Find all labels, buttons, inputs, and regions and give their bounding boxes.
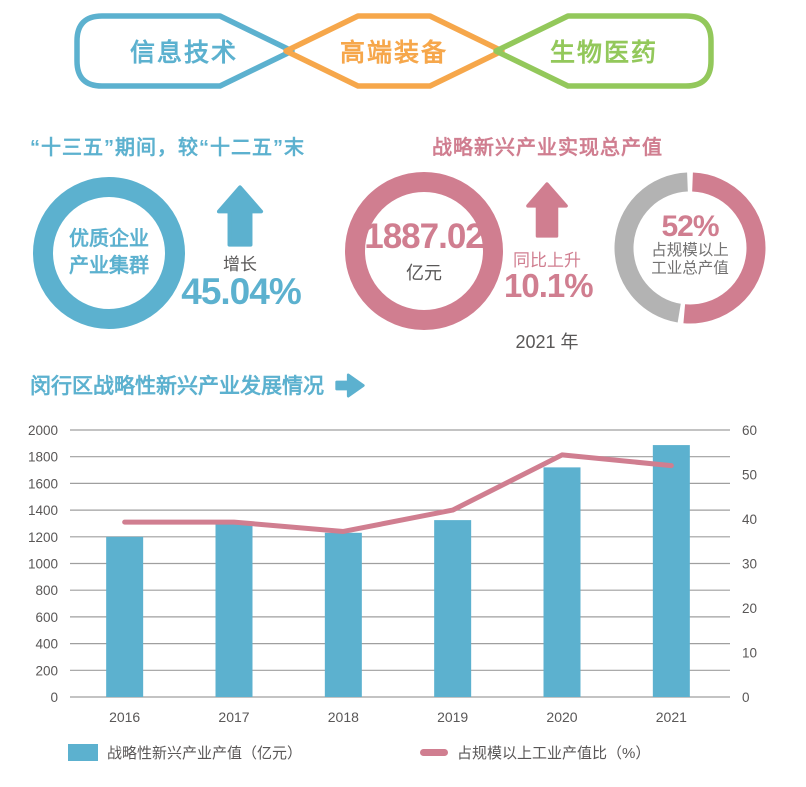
right-axis-tick-label: 50 bbox=[742, 468, 757, 483]
bar-2018 bbox=[324, 532, 362, 697]
right-arrow-icon bbox=[335, 373, 365, 397]
bar-2021 bbox=[652, 445, 690, 697]
right-axis-tick-label: 30 bbox=[742, 557, 757, 572]
share-arc-gray bbox=[614, 172, 689, 323]
legend-label: 战略性新兴产业产值（亿元） bbox=[107, 745, 303, 762]
badge-label: 生物医药 bbox=[549, 39, 658, 67]
chart-svg: 0 200 400 600 800 1000 1200 1400 1600 1800 2000 0 10… bbox=[28, 423, 757, 725]
left-axis-tick-label: 800 bbox=[35, 583, 58, 598]
badge-label: 高端装备 bbox=[339, 39, 448, 67]
badge-biomedicine: 生物医药 bbox=[492, 12, 716, 90]
left-axis-tick-label: 0 bbox=[50, 690, 58, 705]
chart-title-row: 闵行区战略性新兴产业发展情况 bbox=[30, 370, 366, 400]
x-axis-label: 2021 bbox=[656, 709, 687, 725]
line-series bbox=[122, 452, 674, 534]
blue-donut-line1: 优质企业 bbox=[69, 228, 149, 250]
line-swatch-icon bbox=[420, 749, 448, 756]
left-axis-tick-label: 1800 bbox=[28, 450, 58, 465]
bar-2017 bbox=[215, 524, 253, 697]
badge-label: 信息技术 bbox=[129, 39, 238, 67]
output-section-title: 战略新兴产业实现总产值 bbox=[432, 137, 663, 159]
growth-label: 增长 bbox=[223, 255, 257, 274]
yoy-value: 10.1% bbox=[504, 267, 594, 304]
legend-item-line: 占规模以上工业产值比（%） bbox=[420, 742, 650, 763]
hexagon-both-pointed-icon bbox=[283, 13, 505, 89]
legend-item-bar: 战略性新兴产业产值（亿元） bbox=[68, 742, 302, 763]
x-axis-label: 2019 bbox=[437, 709, 468, 725]
right-axis-tick-label: 60 bbox=[742, 423, 757, 438]
blue-donut-line2: 产业集群 bbox=[69, 255, 149, 277]
growth-value: 45.04% bbox=[181, 271, 302, 312]
blue-donut-caption: 优质企业 产业集群 bbox=[33, 177, 185, 329]
share-line2: 工业总产值 bbox=[651, 260, 729, 277]
badge-information-technology: 信息技术 bbox=[72, 12, 296, 90]
blue-ring-icon bbox=[33, 177, 185, 329]
output-donut-caption: 1887.02 亿元 bbox=[345, 172, 503, 330]
left-axis-tick-label: 1200 bbox=[28, 530, 58, 545]
x-axis-label: 2018 bbox=[328, 709, 359, 725]
share-donut-caption: 52% 占规模以上 工业总产值 bbox=[614, 172, 766, 324]
bar-swatch-icon bbox=[68, 744, 98, 761]
left-axis-tick-label: 200 bbox=[35, 663, 58, 678]
up-arrow-icon bbox=[526, 182, 568, 238]
share-donut-icon bbox=[614, 172, 766, 324]
pink-ring-icon bbox=[345, 172, 503, 330]
year-label: 2021 年 bbox=[515, 332, 579, 352]
left-axis-tick-label: 2000 bbox=[28, 423, 58, 438]
x-axis-label: 2016 bbox=[109, 709, 140, 725]
left-axis-tick-label: 1400 bbox=[28, 503, 58, 518]
right-axis-tick-label: 40 bbox=[742, 512, 757, 527]
output-value: 1887.02 bbox=[364, 217, 485, 256]
badge-high-end-equipment: 高端装备 bbox=[282, 12, 506, 90]
hexagon-right-rounded-icon bbox=[493, 13, 714, 89]
bar-2020 bbox=[543, 467, 581, 697]
yoy-label: 同比上升 bbox=[513, 251, 581, 270]
share-arc-pink bbox=[683, 172, 766, 324]
right-axis-tick-label: 20 bbox=[742, 601, 757, 616]
x-axis-label: 2020 bbox=[546, 709, 577, 725]
output-unit: 亿元 bbox=[406, 263, 442, 283]
left-axis-tick-label: 1600 bbox=[28, 476, 58, 491]
x-axis-label: 2017 bbox=[218, 709, 249, 725]
right-axis-tick-label: 10 bbox=[742, 646, 757, 661]
left-axis-tick-label: 1000 bbox=[28, 557, 58, 572]
share-line1: 占规模以上 bbox=[651, 242, 729, 259]
period-section-title: “十三五”期间，较“十二五”末 bbox=[30, 137, 305, 159]
right-axis-tick-label: 0 bbox=[742, 690, 750, 705]
bar-2019 bbox=[434, 520, 472, 697]
legend-label: 占规模以上工业产值比（%） bbox=[457, 745, 651, 762]
chart-legend: 战略性新兴产业产值（亿元） 占规模以上工业产值比（%） bbox=[68, 742, 768, 764]
left-axis-tick-label: 600 bbox=[35, 610, 58, 625]
share-value: 52% bbox=[661, 210, 719, 243]
bar-2016 bbox=[106, 536, 144, 697]
left-axis-tick-label: 400 bbox=[35, 637, 58, 652]
hexagon-left-rounded-icon bbox=[74, 13, 295, 89]
up-arrow-icon bbox=[216, 185, 264, 247]
chart-title: 闵行区战略性新兴产业发展情况 bbox=[30, 375, 324, 398]
